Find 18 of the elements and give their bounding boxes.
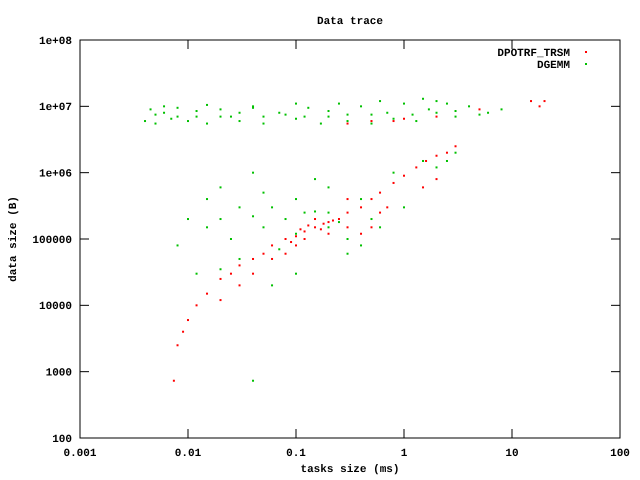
x-tick-label: 0.001: [63, 448, 97, 460]
chart-title: Data trace: [316, 16, 384, 28]
x-tick-label: 10: [505, 448, 519, 460]
legend-label: DGEMM: [536, 60, 570, 72]
x-tick-label: 0.1: [286, 448, 306, 460]
y-tick-label: 10000: [38, 301, 72, 314]
legend-label: DPOTRF_TRSM: [497, 48, 570, 60]
y-tick-label: 1000: [46, 368, 72, 380]
x-tick-label: 100: [610, 448, 630, 460]
y-tick-label: 1e+06: [38, 168, 72, 181]
x-tick-label: 1: [400, 448, 408, 460]
y-axis-title: data size (B): [8, 196, 20, 282]
x-tick-label: 0.01: [174, 448, 202, 460]
y-tick-label: 100: [52, 434, 72, 446]
y-tick-label: 100000: [32, 234, 72, 247]
y-tick-label: 1e+08: [38, 36, 72, 48]
x-axis-title: tasks size (ms): [300, 464, 400, 476]
y-tick-label: 1e+07: [38, 102, 72, 114]
